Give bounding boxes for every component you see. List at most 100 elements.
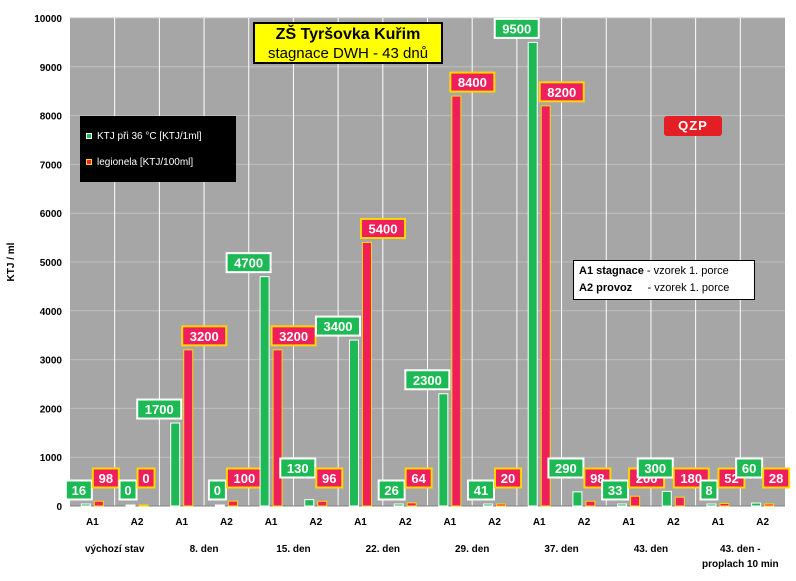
x-tick-label: A2: [667, 517, 680, 528]
bar-ktj: [80, 503, 91, 507]
bar-legionela: [496, 503, 507, 507]
data-label-legionela-box: [449, 71, 496, 93]
bar-ktj: [706, 503, 717, 507]
data-label-ktj: 2300: [413, 373, 442, 388]
y-tick-label: 3000: [40, 356, 63, 367]
x-tick-label: A2: [578, 517, 591, 528]
x-tick-label: A2: [399, 517, 412, 528]
chart-subtitle: stagnace DWH - 43 dnů: [267, 45, 429, 62]
bar-ktj: [125, 504, 136, 507]
data-label-legionela: 3200: [279, 329, 308, 344]
bar-legionela: [540, 105, 551, 507]
bar-ktj: [661, 490, 672, 507]
group-label: 37. den: [544, 544, 578, 555]
x-tick-label: A2: [220, 517, 233, 528]
group-label: výchozí stav: [85, 544, 145, 555]
data-label-legionela: 64: [411, 471, 426, 486]
data-label-ktj-box: [314, 315, 361, 337]
x-tick-label: A1: [533, 517, 546, 528]
data-label-ktj: 3400: [324, 319, 353, 334]
group-label: 8. den: [190, 544, 219, 555]
data-label-ktj-box: [493, 17, 540, 39]
legend-item-legionela: legionela [KTJ/100ml]: [86, 149, 230, 175]
bar-ktj: [393, 503, 404, 507]
bar-legionela: [361, 241, 372, 507]
y-tick-label: 6000: [40, 209, 63, 220]
bar-ktj: [617, 503, 628, 507]
note-a1-text: - vzorek 1. porce: [643, 265, 729, 277]
y-tick-label: 8000: [40, 112, 63, 123]
y-tick-label: 4000: [40, 307, 63, 318]
bar-legionela: [138, 504, 149, 507]
data-label-ktj: 290: [555, 461, 577, 476]
x-tick-label: A2: [131, 517, 144, 528]
legend-label-legionela: legionela [KTJ/100ml]: [97, 156, 194, 168]
legend: KTJ při 36 °C [KTJ/1ml] legionela [KTJ/1…: [80, 116, 236, 182]
data-label-legionela: 0: [142, 471, 149, 486]
data-label-legionela-box: [359, 217, 406, 239]
data-label-legionela: 3200: [190, 329, 219, 344]
bar-ktj: [527, 41, 538, 507]
group-label: 15. den: [276, 544, 310, 555]
x-tick-label: A1: [354, 517, 367, 528]
data-label-ktj: 0: [124, 483, 131, 498]
data-label-legionela: 98: [590, 471, 604, 486]
data-label-legionela: 8200: [547, 85, 576, 100]
bar-legionela: [272, 349, 283, 507]
y-tick-label: 7000: [40, 160, 63, 171]
bar-legionela: [183, 349, 194, 507]
data-label-legionela-box: [181, 325, 228, 347]
chart-title: ZŠ Tyršovka Kuřim: [275, 26, 421, 43]
bar-legionela: [585, 500, 596, 507]
bar-legionela: [764, 503, 775, 507]
note-a2-key: A2 provoz: [579, 282, 633, 294]
data-label-ktj-box: [467, 479, 496, 501]
data-label-ktj: 16: [72, 483, 86, 498]
bar-legionela: [451, 95, 462, 507]
bar-legionela: [227, 500, 238, 507]
data-label-legionela: 20: [501, 471, 515, 486]
legend-swatch-green: [86, 133, 92, 139]
group-label: 29. den: [455, 544, 489, 555]
bar-ktj: [438, 393, 449, 507]
data-label-ktj: 60: [742, 461, 756, 476]
y-tick-label: 1000: [40, 453, 63, 464]
data-label-ktj: 130: [287, 461, 309, 476]
y-tick-label: 2000: [40, 404, 63, 415]
bar-legionela: [93, 500, 104, 507]
bar-ktj: [304, 499, 315, 507]
data-label-ktj: 9500: [502, 21, 531, 36]
bar-legionela: [674, 496, 685, 507]
data-label-ktj: 4700: [234, 256, 263, 271]
data-label-legionela-box: [315, 467, 344, 489]
y-tick-label: 5000: [40, 258, 63, 269]
group-label: 43. den -: [720, 544, 761, 555]
group-label: 22. den: [366, 544, 400, 555]
bar-ktj: [572, 491, 583, 507]
x-tick-label: A2: [309, 517, 322, 528]
data-label-legionela: 28: [769, 471, 783, 486]
legend-swatch-red: [86, 159, 92, 165]
data-label-ktj: 1700: [145, 402, 174, 417]
bar-legionela: [630, 495, 641, 507]
data-label-legionela-box: [494, 467, 523, 489]
group-label: 43. den: [634, 544, 668, 555]
data-label-ktj: 26: [384, 483, 398, 498]
note-a1-key: A1 stagnace: [579, 265, 644, 277]
y-axis-label: KTJ / ml: [6, 242, 17, 281]
x-tick-label: A1: [265, 517, 278, 528]
chart-title-box: ZŠ Tyršovka Kuřim stagnace DWH - 43 dnů: [253, 22, 443, 64]
data-label-legionela: 52: [724, 471, 738, 486]
bar-legionela: [406, 502, 417, 507]
data-label-ktj: 8: [705, 483, 712, 498]
data-label-ktj-box: [207, 479, 227, 501]
legend-label-ktj: KTJ při 36 °C [KTJ/1ml]: [97, 130, 202, 142]
y-tick-label: 10000: [34, 14, 62, 25]
data-label-ktj-box: [699, 479, 719, 501]
x-tick-label: A1: [443, 517, 456, 528]
y-tick-label: 9000: [40, 63, 63, 74]
qzp-logo: QZP: [664, 116, 722, 136]
group-label: proplach 10 min: [702, 559, 779, 570]
data-label-legionela-box: [762, 467, 791, 489]
data-label-legionela-box: [136, 467, 156, 489]
